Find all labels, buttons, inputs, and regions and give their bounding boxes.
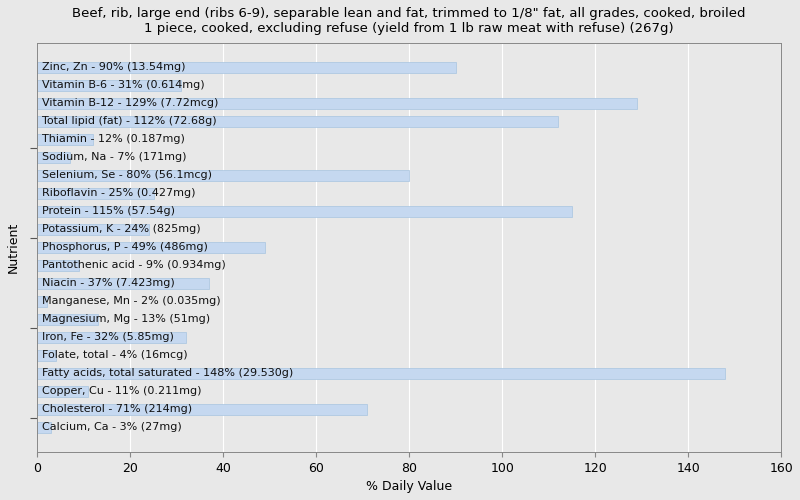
X-axis label: % Daily Value: % Daily Value [366, 480, 452, 493]
Bar [38, 116, 558, 128]
Text: Folate, total - 4% (16mcg): Folate, total - 4% (16mcg) [42, 350, 187, 360]
Text: Riboflavin - 25% (0.427mg): Riboflavin - 25% (0.427mg) [42, 188, 195, 198]
Bar [38, 134, 93, 145]
Bar [38, 98, 637, 110]
Title: Beef, rib, large end (ribs 6-9), separable lean and fat, trimmed to 1/8" fat, al: Beef, rib, large end (ribs 6-9), separab… [73, 7, 746, 35]
Bar [38, 242, 265, 254]
Text: Phosphorus, P - 49% (486mg): Phosphorus, P - 49% (486mg) [42, 242, 208, 252]
Text: Magnesium, Mg - 13% (51mg): Magnesium, Mg - 13% (51mg) [42, 314, 210, 324]
Text: Total lipid (fat) - 112% (72.68g): Total lipid (fat) - 112% (72.68g) [42, 116, 217, 126]
Bar [38, 296, 46, 307]
Bar [38, 422, 51, 433]
Text: Fatty acids, total saturated - 148% (29.530g): Fatty acids, total saturated - 148% (29.… [42, 368, 294, 378]
Text: Vitamin B-6 - 31% (0.614mg): Vitamin B-6 - 31% (0.614mg) [42, 80, 205, 90]
Text: Potassium, K - 24% (825mg): Potassium, K - 24% (825mg) [42, 224, 201, 234]
Text: Pantothenic acid - 9% (0.934mg): Pantothenic acid - 9% (0.934mg) [42, 260, 226, 270]
Bar [38, 314, 98, 325]
Bar [38, 224, 149, 235]
Text: Iron, Fe - 32% (5.85mg): Iron, Fe - 32% (5.85mg) [42, 332, 174, 342]
Text: Protein - 115% (57.54g): Protein - 115% (57.54g) [42, 206, 175, 216]
Bar [38, 368, 726, 379]
Bar [38, 188, 154, 200]
Bar [38, 350, 56, 361]
Text: Manganese, Mn - 2% (0.035mg): Manganese, Mn - 2% (0.035mg) [42, 296, 221, 306]
Text: Sodium, Na - 7% (171mg): Sodium, Na - 7% (171mg) [42, 152, 186, 162]
Text: Selenium, Se - 80% (56.1mcg): Selenium, Se - 80% (56.1mcg) [42, 170, 212, 180]
Text: Cholesterol - 71% (214mg): Cholesterol - 71% (214mg) [42, 404, 192, 414]
Text: Zinc, Zn - 90% (13.54mg): Zinc, Zn - 90% (13.54mg) [42, 62, 186, 72]
Text: Thiamin - 12% (0.187mg): Thiamin - 12% (0.187mg) [42, 134, 185, 144]
Bar [38, 62, 456, 74]
Text: Copper, Cu - 11% (0.211mg): Copper, Cu - 11% (0.211mg) [42, 386, 202, 396]
Bar [38, 278, 210, 289]
Bar [38, 404, 367, 415]
Bar [38, 170, 410, 181]
Bar [38, 386, 89, 397]
Bar [38, 260, 79, 272]
Text: Calcium, Ca - 3% (27mg): Calcium, Ca - 3% (27mg) [42, 422, 182, 432]
Text: Niacin - 37% (7.423mg): Niacin - 37% (7.423mg) [42, 278, 174, 288]
Bar [38, 206, 572, 218]
Bar [38, 80, 182, 92]
Text: Vitamin B-12 - 129% (7.72mcg): Vitamin B-12 - 129% (7.72mcg) [42, 98, 218, 108]
Y-axis label: Nutrient: Nutrient [7, 222, 20, 273]
Bar [38, 332, 186, 343]
Bar [38, 152, 70, 164]
